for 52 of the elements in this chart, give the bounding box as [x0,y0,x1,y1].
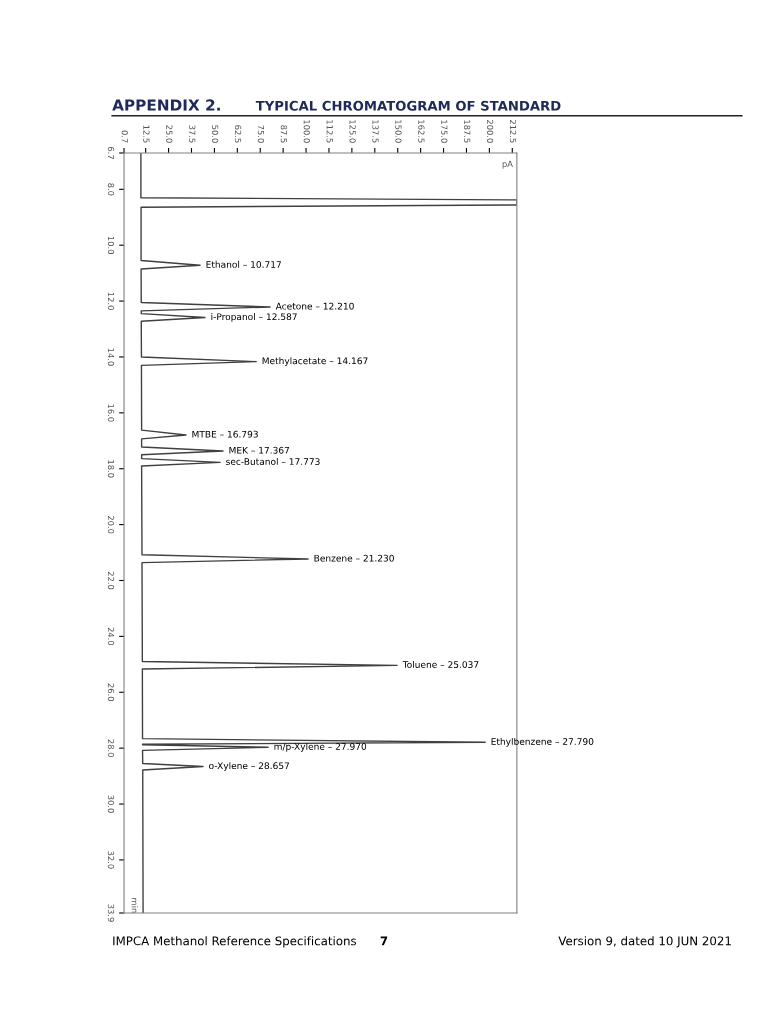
x-tick-label: 62.5 [234,125,242,143]
x-tick-label: 175.0 [441,120,448,143]
y-tick-label: 32.0 [107,851,115,869]
text: 7 [380,936,388,946]
annotation: MEK – 17.367 [229,446,290,454]
y-tick-label: 16.0 [107,404,115,422]
x-tick-label: 75.0 [257,125,265,143]
x-tick-label: 87.5 [280,125,288,143]
chart-subtitle: TYPICAL CHROMATOGRAM OF STANDARD [255,100,561,111]
y-tick-label: 18.0 [107,460,115,478]
y-tick-label: 8.0 [107,183,115,196]
text: Version 9, dated 10 JUN 2021 [558,936,731,948]
x-axis-title: pA [502,160,513,169]
annotation: Toluene – 25.037 [402,660,479,668]
x-tick-label: 25.0 [166,125,173,143]
annotation: Ethanol – 10.717 [206,260,281,268]
x-tick-label: 12.5 [143,125,150,143]
x-tick-label: 162.5 [418,120,425,143]
x-tick-label: 150.0 [395,120,402,143]
y-tick-label: 22.0 [107,571,115,590]
y-tick-label: 12.0 [107,292,115,310]
x-tick-label: 100.0 [303,120,310,143]
x-tick-label: 112.5 [326,120,333,143]
y-tick-label: 33.9 [107,904,115,922]
y-axis-title: min [131,898,138,913]
y-tick-label: 26.0 [107,683,115,701]
y-tick-label: 30.0 [107,795,115,813]
x-tick-label: 187.5 [464,120,471,143]
y-tick-label: 20.0 [107,515,115,534]
x-tick-label: 0.7 [121,130,128,143]
text: IMPCA Methanol Reference Specifications [113,936,357,948]
annotation: Methylacetate – 14.167 [262,357,368,366]
y-tick-label: 6.7 [107,146,115,159]
annotation: MTBE – 16.793 [192,430,258,438]
x-tick-label: 137.5 [372,120,379,143]
chart-title: APPENDIX 2. [112,99,220,111]
y-tick-label: 28.0 [107,739,115,757]
annotation: Acetone – 12.210 [275,302,354,310]
annotation: sec-Butanol – 17.773 [226,458,320,465]
annotation: m/p-Xylene – 27.970 [274,742,367,752]
annotation: Benzene – 21.230 [314,554,394,562]
annotation: Ethylbenzene – 27.790 [491,737,594,747]
annotation: o-Xylene – 28.657 [209,762,290,771]
x-tick-label: 125.0 [349,120,356,143]
y-tick-label: 24.0 [107,627,115,646]
y-tick-label: 10.0 [107,236,115,254]
x-tick-label: 37.5 [189,125,196,143]
y-tick-label: 14.0 [107,348,115,366]
x-tick-label: 200.0 [486,120,494,143]
x-tick-label: 212.5 [509,120,517,143]
annotation: i-Propanol – 12.587 [211,313,297,322]
x-tick-label: 50.0 [211,125,219,143]
